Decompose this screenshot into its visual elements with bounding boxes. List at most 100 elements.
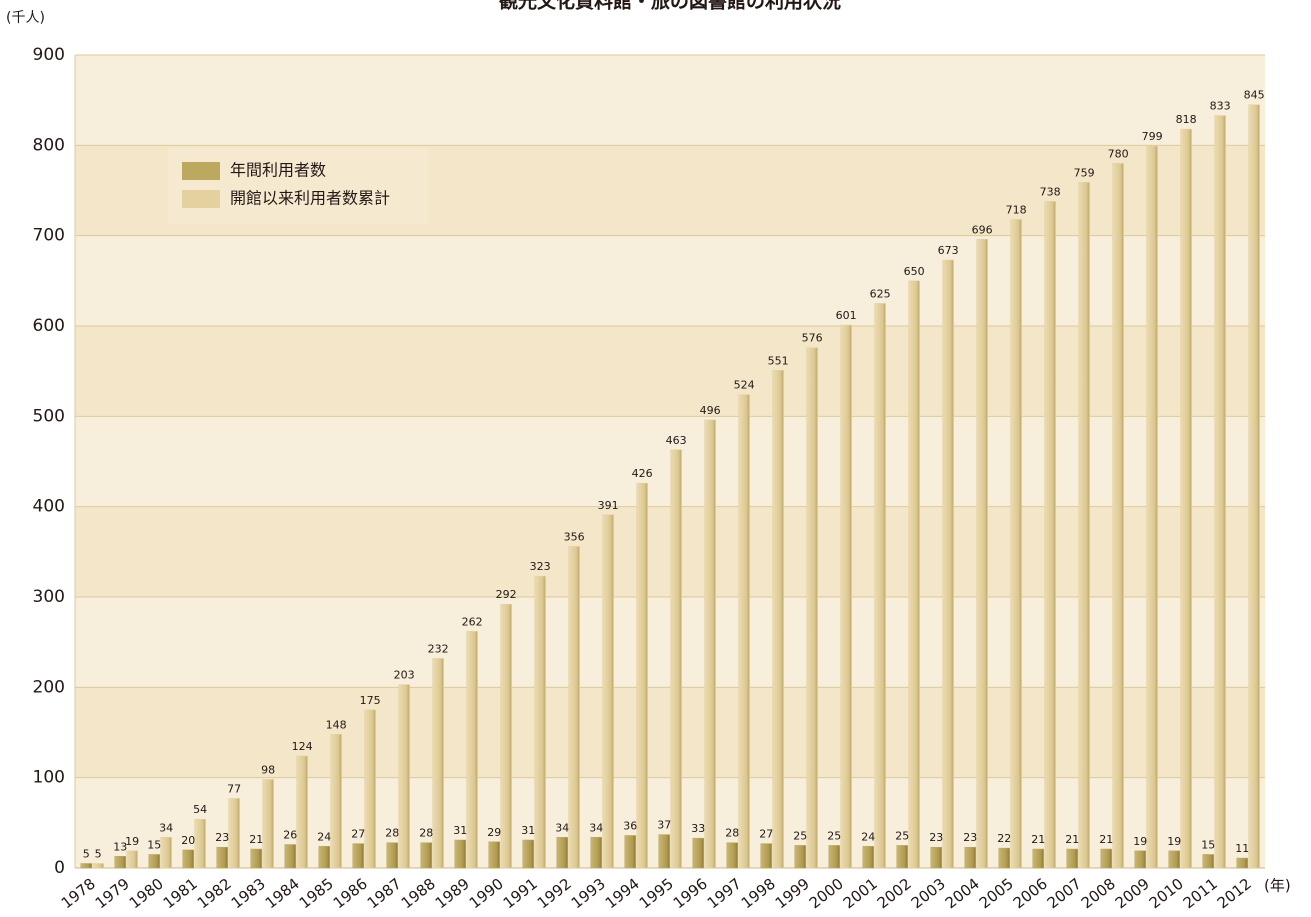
value-label: 696	[972, 223, 993, 236]
value-label: 21	[1099, 833, 1113, 846]
bar	[1044, 201, 1056, 869]
value-label: 19	[1167, 835, 1181, 848]
bar	[590, 837, 602, 869]
bar	[318, 846, 330, 869]
value-label: 28	[385, 827, 399, 840]
bar	[148, 854, 160, 869]
x-tick-label: 2011	[1180, 875, 1221, 913]
bar	[80, 863, 92, 869]
bar	[114, 856, 126, 869]
bar	[568, 546, 580, 869]
value-label: 650	[904, 265, 925, 278]
value-label: 20	[181, 834, 195, 847]
legend-swatch	[182, 190, 220, 208]
bar	[250, 848, 262, 869]
bar	[964, 846, 976, 869]
value-label: 5	[83, 847, 90, 860]
value-label: 323	[530, 560, 551, 573]
x-tick-label: 2008	[1078, 875, 1119, 913]
x-tick-label: 1987	[364, 875, 405, 913]
value-label: 818	[1176, 113, 1197, 126]
value-label: 23	[215, 831, 229, 844]
x-tick-label: 2003	[908, 875, 949, 913]
x-tick-label: 2006	[1010, 875, 1051, 913]
x-tick-label: 1990	[466, 875, 507, 913]
x-tick-label: 1988	[398, 875, 439, 913]
bar	[284, 844, 296, 869]
value-label: 718	[1006, 203, 1027, 216]
value-label: 15	[1201, 838, 1215, 851]
value-label: 22	[997, 832, 1011, 845]
bar	[1146, 145, 1158, 869]
bar	[398, 684, 410, 869]
bar	[942, 259, 954, 869]
value-label: 232	[428, 642, 449, 655]
bar	[896, 845, 908, 869]
value-label: 262	[462, 615, 483, 628]
legend-swatch	[182, 162, 220, 180]
value-label: 203	[394, 669, 415, 682]
bar	[126, 850, 138, 869]
value-label: 34	[555, 821, 569, 834]
y-tick-label: 200	[33, 677, 65, 697]
x-tick-label: 2001	[840, 875, 881, 913]
bar	[330, 734, 342, 869]
x-tick-label: 2007	[1044, 875, 1085, 913]
bar	[828, 845, 840, 869]
bar	[772, 370, 784, 869]
value-label: 780	[1108, 147, 1129, 160]
x-tick-label: 2009	[1112, 875, 1153, 913]
x-tick-label: 1996	[670, 875, 711, 913]
x-tick-label: 1997	[704, 875, 745, 913]
value-label: 27	[759, 828, 773, 841]
grid-band	[75, 506, 1265, 597]
value-label: 24	[317, 830, 331, 843]
x-tick-label: 1985	[296, 875, 337, 913]
value-label: 31	[521, 824, 535, 837]
x-tick-label: 1980	[126, 875, 167, 913]
value-label: 292	[496, 588, 517, 601]
bar	[352, 843, 364, 869]
x-tick-label: 1992	[534, 875, 575, 913]
bar	[1032, 848, 1044, 869]
bar	[466, 631, 478, 869]
y-tick-label: 700	[33, 226, 65, 246]
value-label: 25	[895, 829, 909, 842]
bar	[1168, 850, 1180, 869]
x-tick-label: 1982	[194, 875, 235, 913]
bar	[1078, 182, 1090, 869]
value-label: 25	[793, 829, 807, 842]
grid-band	[75, 326, 1265, 417]
bar	[228, 798, 240, 869]
x-tick-label: 2010	[1146, 875, 1187, 913]
bar	[160, 837, 172, 869]
value-label: 175	[360, 694, 381, 707]
value-label: 524	[734, 379, 755, 392]
bar	[500, 603, 512, 869]
y-tick-label: 100	[33, 768, 65, 788]
value-label: 34	[589, 821, 603, 834]
value-label: 391	[598, 499, 619, 512]
legend-label: 開館以来利用者数累計	[230, 189, 390, 208]
bar	[658, 834, 670, 869]
bar	[1066, 848, 1078, 869]
bar	[670, 449, 682, 869]
bar	[1112, 163, 1124, 869]
bar	[534, 575, 546, 869]
bar	[488, 841, 500, 869]
bar	[738, 394, 750, 869]
legend-label: 年間利用者数	[230, 161, 326, 180]
value-label: 845	[1244, 89, 1265, 102]
bar	[522, 839, 534, 869]
bar	[182, 849, 194, 869]
value-label: 34	[159, 821, 173, 834]
bar	[760, 843, 772, 869]
value-label: 496	[700, 404, 721, 417]
y-tick-label: 300	[33, 587, 65, 607]
value-label: 23	[963, 831, 977, 844]
bar	[386, 842, 398, 869]
value-label: 27	[351, 828, 365, 841]
bar	[874, 303, 886, 869]
bar	[636, 482, 648, 869]
